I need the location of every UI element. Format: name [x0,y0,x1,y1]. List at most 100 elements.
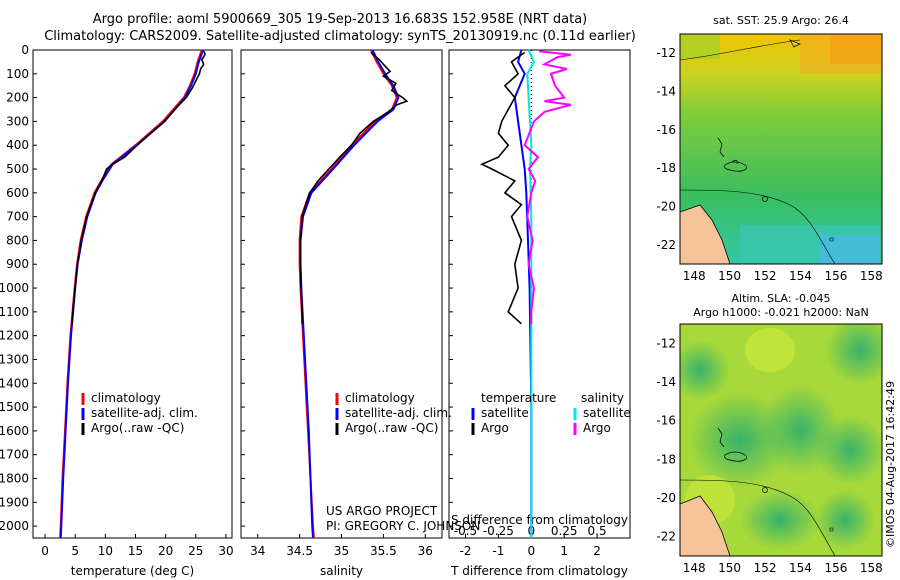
sst-map-lon-tick-label: 150 [718,269,741,283]
temperature-difference-argo-line [479,51,526,325]
salinity-difference-tick-label: 0.5 [588,524,607,538]
salinity-climatology-line [298,49,398,539]
sla-map-coastline [680,495,731,556]
difference-plot-frame [448,49,631,539]
temperature-legend-label: satellite-adj. clim. [91,406,198,420]
salinity-difference-legend-label: satellite [583,406,631,420]
salinity-legend-label: Argo(..raw -QC) [345,421,438,435]
salinity-difference-argo-line [523,50,572,324]
difference-x-tick-label: -2 [459,544,471,558]
depth-tick-label: 2000 [0,519,29,533]
depth-tick-label: 800 [6,233,29,247]
difference-x-tick-label: 1 [560,544,568,558]
temperature-legend-label: climatology [91,391,161,405]
difference-x-tick-label: 2 [593,544,601,558]
depth-tick-label: 1400 [0,376,29,390]
sst-map-frame [679,33,883,265]
sst-map-texture [680,34,882,264]
salinity-difference-tick-label: 0.25 [551,524,578,538]
salinity-x-tick-label: 35 [334,544,349,558]
salinity-difference-tick-label: -0.5 [454,524,477,538]
depth-tick-label: 1700 [0,448,29,462]
temperature-plot-frame [32,49,233,539]
sla-map-lon-tick-label: 154 [789,561,812,575]
sst-map-lat-tick-label: -12 [656,46,676,60]
chart-title-line2: Climatology: CARS2009. Satellite-adjuste… [44,29,636,44]
temperature-x-tick-label: 25 [188,544,203,558]
depth-tick-label: 100 [6,67,29,81]
difference-x-tick-label: 0 [527,544,535,558]
salinity-difference-satellite-line [526,49,536,538]
sst-map-title: sat. SST: 25.9 Argo: 26.4 [713,14,849,27]
salinity-difference-tick-label: -0.25 [483,524,514,538]
salinity-x-tick-label: 36 [418,544,433,558]
sla-map-lat-tick-label: -14 [656,375,676,389]
salinity-x-tick-label: 34 [250,544,265,558]
sst-map-lat-tick-label: -18 [656,161,676,175]
sst-map-lon-tick-label: 154 [789,269,812,283]
depth-tick-label: 700 [6,210,29,224]
sst-map [679,33,883,265]
temperature-legend-label: Argo(..raw -QC) [91,421,184,435]
depth-tick-label: 500 [6,162,29,176]
sla-map-lat-tick-label: -16 [656,414,676,428]
sst-map-lon-tick-label: 148 [683,269,706,283]
salinity-legend-title: salinity [581,391,624,405]
salinity-argo-line [299,51,409,324]
sst-map-lon-tick-label: 152 [754,269,777,283]
temperature-difference-legend-label: satellite [481,406,529,420]
sla-map-lat-tick-label: -22 [656,530,676,544]
depth-tick-label: 0 [21,43,29,57]
sla-map-lon-tick-label: 148 [683,561,706,575]
sla-map-title-line2: Argo h1000: -0.021 h2000: NaN [693,306,869,319]
salinity-legend-label: satellite-adj. clim. [345,406,452,420]
depth-tick-label: 1500 [0,400,29,414]
depth-tick-label: 400 [6,138,29,152]
sst-map-lon-tick-label: 156 [824,269,847,283]
salinity-x-tick-label: 34.5 [286,544,313,558]
temperature-difference-axis-label: T difference from climatology [450,564,628,578]
sla-map-lat-tick-label: -12 [656,336,676,350]
sla-map-title-line1: Altim. SLA: -0.045 [731,292,830,305]
temperature-argo-line [71,51,206,324]
sla-map [679,323,883,557]
salinity-legend-label: climatology [345,391,415,405]
salinity-satellite-line [299,49,400,539]
sst-map-lat-tick-label: -14 [656,85,676,99]
depth-tick-label: 1800 [0,471,29,485]
temperature-difference-legend-label: Argo [481,421,509,435]
salinity-difference-axis-label: S difference from climatology [451,513,628,527]
sla-map-lat-tick-label: -18 [656,452,676,466]
depth-tick-label: 1200 [0,329,29,343]
sst-map-lon-tick-label: 158 [860,269,883,283]
temperature-x-tick-label: 20 [158,544,173,558]
depth-tick-label: 200 [6,91,29,105]
sst-map-lat-tick-label: -22 [656,238,676,252]
temperature-difference-satellite-line [513,49,533,538]
temperature-climatology-line [59,49,203,539]
depth-tick-label: 300 [6,114,29,128]
depth-tick-label: 1000 [0,281,29,295]
salinity-difference-legend-label: Argo [583,421,611,435]
chart-title-line1: Argo profile: aoml 5900669_305 19-Sep-20… [92,12,588,27]
sst-map-lat-tick-label: -20 [656,200,676,214]
sla-map-lon-tick-label: 152 [754,561,777,575]
sla-map-lon-tick-label: 158 [860,561,883,575]
temperature-x-tick-label: 15 [128,544,143,558]
depth-tick-label: 1100 [0,305,29,319]
depth-tick-label: 1900 [0,495,29,509]
temperature-legend-title: temperature [481,391,556,405]
sla-map-texture [680,324,882,556]
salinity-x-tick-label: 35.5 [370,544,397,558]
sst-map-lat-tick-label: -16 [656,123,676,137]
depth-tick-label: 900 [6,257,29,271]
sla-map-lon-tick-label: 156 [824,561,847,575]
depth-tick-label: 1600 [0,424,29,438]
temperature-x-tick-label: 5 [71,544,79,558]
depth-tick-label: 1300 [0,352,29,366]
temperature-x-tick-label: 10 [98,544,113,558]
sst-map-reef-outline [680,189,836,264]
depth-tick-label: 600 [6,186,29,200]
temperature-x-tick-label: 0 [41,544,49,558]
